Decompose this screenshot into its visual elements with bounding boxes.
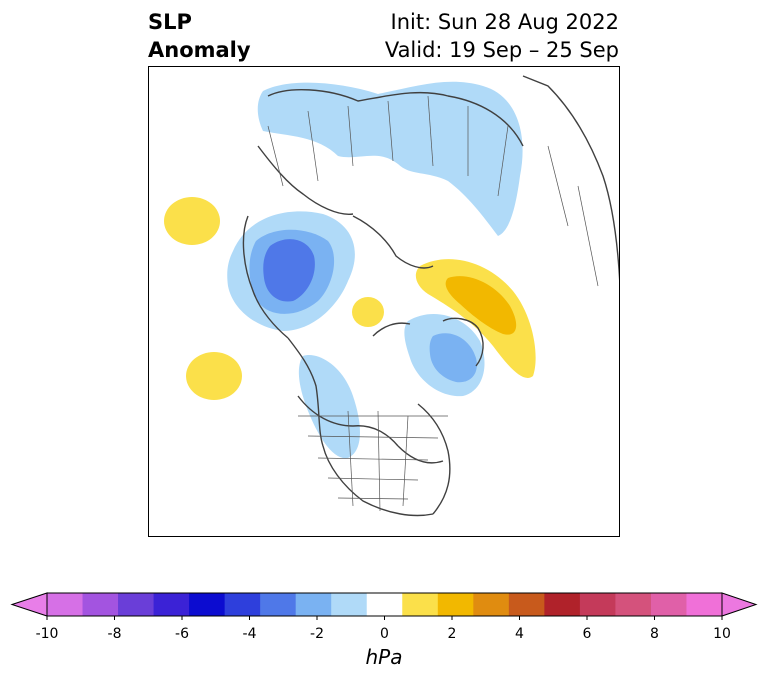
colorbar-tick-label: 4: [515, 626, 524, 642]
anomaly-greenland-low-2: [429, 333, 477, 383]
anomaly-arctic-high: [352, 297, 384, 327]
colorbar-swatch: [366, 593, 403, 616]
colorbar-swatch: [615, 593, 652, 616]
anomaly-eastern-europe-low-3: [263, 239, 315, 302]
anomaly-north-atlantic-high: [164, 197, 220, 245]
colorbar-swatch: [224, 593, 261, 616]
colorbar-units: hPa: [365, 645, 403, 669]
colorbar-swatch: [295, 593, 332, 616]
colorbar-swatch: [437, 593, 474, 616]
valid-range: Valid: 19 Sep – 25 Sep: [384, 38, 619, 62]
map-border: [148, 66, 620, 537]
init-date: Init: Sun 28 Aug 2022: [390, 10, 619, 34]
colorbar-swatch: [82, 593, 119, 616]
colorbar-tick-label: -8: [107, 626, 122, 642]
anomaly-alaska-high-2: [445, 276, 517, 335]
map-title: SLP Anomaly: [148, 8, 251, 64]
colorbar-tick-label: -2: [310, 626, 324, 642]
colorbar-swatch: [47, 593, 84, 616]
colorbar-swatch: [544, 593, 581, 616]
title-line-slp: SLP: [148, 10, 192, 34]
coastlines: [242, 75, 620, 517]
colorbar-tick-label: 6: [582, 626, 592, 642]
colorbar-extend-high: [721, 592, 758, 617]
colorbar-swatch: [508, 593, 545, 616]
colorbar-swatch: [260, 593, 297, 616]
colorbar: [10, 592, 758, 620]
colorbar-tick-label: -10: [35, 626, 59, 642]
colorbar-tick-label: -6: [175, 626, 189, 642]
colorbar-tick-label: 8: [650, 626, 659, 642]
colorbar-swatch: [650, 593, 687, 616]
anomaly-siberia-low: [257, 81, 523, 237]
title-line-anomaly: Anomaly: [148, 38, 251, 62]
borders: [267, 95, 599, 512]
colorbar-swatch: [686, 593, 723, 616]
colorbar-swatch: [153, 593, 190, 616]
colorbar-tick-label: 0: [380, 626, 389, 642]
anomaly-pacific-high: [186, 352, 242, 400]
colorbar-tick-label: 10: [713, 626, 731, 642]
colorbar-swatch: [189, 593, 226, 616]
date-info: Init: Sun 28 Aug 2022 Valid: 19 Sep – 25…: [385, 8, 619, 64]
anomaly-alaska-high: [415, 259, 536, 378]
map-panel: [148, 66, 620, 537]
colorbar-swatch: [118, 593, 155, 616]
colorbar-extend-low: [10, 592, 48, 617]
colorbar-swatch: [402, 593, 439, 616]
colorbar-swatch: [331, 593, 368, 616]
colorbar-swatch: [579, 593, 616, 616]
colorbar-tick-label: 2: [447, 626, 457, 642]
colorbar-swatch: [473, 593, 510, 616]
colorbar-tick-label: -4: [242, 626, 257, 642]
